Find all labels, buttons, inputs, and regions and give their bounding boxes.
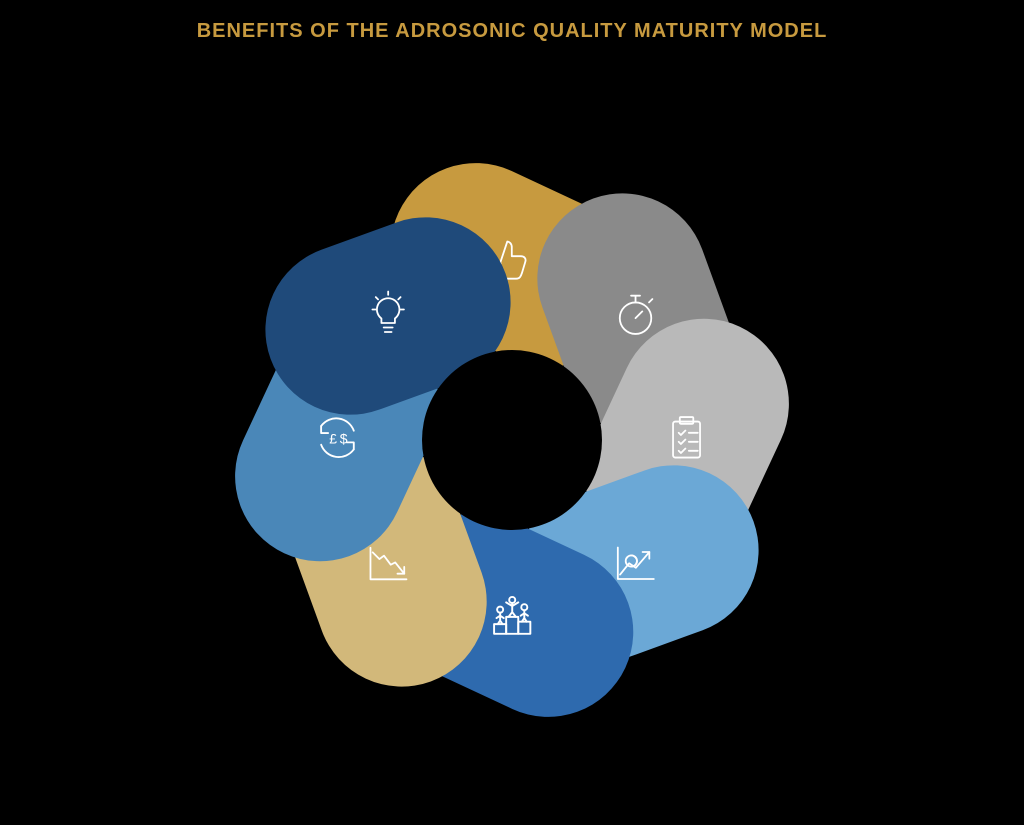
benefits-ring: £$ bbox=[252, 180, 772, 700]
podium-icon bbox=[483, 584, 541, 647]
svg-text:£: £ bbox=[329, 430, 337, 446]
clipboard-icon bbox=[660, 411, 714, 470]
page-title: BENEFITS OF THE ADROSONIC QUALITY MATURI… bbox=[0, 20, 1024, 43]
center-hole bbox=[422, 350, 602, 530]
lightbulb-icon bbox=[361, 287, 415, 346]
currency-cycle-icon: £$ bbox=[309, 410, 365, 471]
svg-text:$: $ bbox=[339, 430, 347, 446]
